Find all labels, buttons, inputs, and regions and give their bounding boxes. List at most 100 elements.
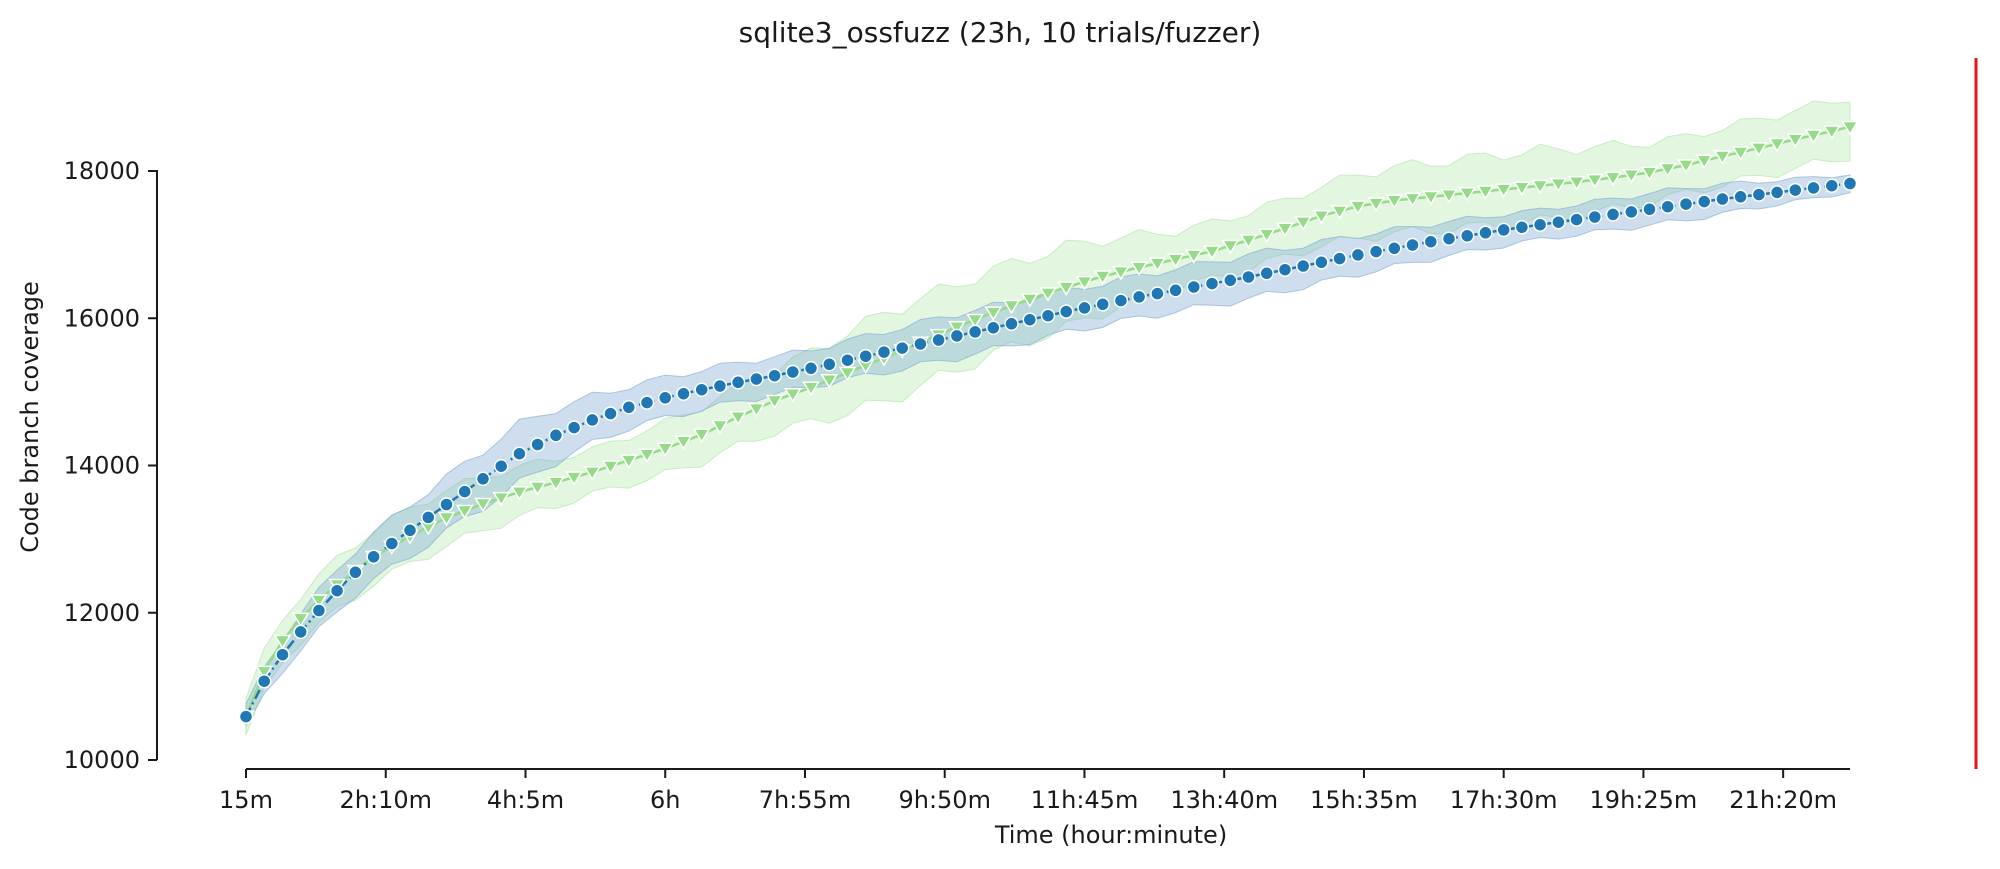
point-series-2 (566, 420, 582, 435)
point-series-1 (1677, 159, 1695, 174)
point-series-2 (402, 523, 418, 538)
point-series-1 (455, 504, 474, 520)
point-series-2 (913, 336, 928, 352)
point-series-1 (1148, 257, 1167, 272)
point-series-1 (1403, 192, 1422, 208)
point-series-1 (656, 442, 675, 458)
point-series-2 (1769, 185, 1785, 200)
point-series-2 (1733, 189, 1748, 205)
point-series-2 (1569, 212, 1584, 227)
point-series-1 (1622, 169, 1641, 184)
x-tick-label: 15m (219, 786, 273, 814)
point-series-2 (1186, 279, 1202, 295)
x-tick-label: 4h:5m (487, 786, 564, 814)
point-series-2 (1040, 308, 1056, 323)
point-series-1 (273, 634, 292, 650)
point-series-2 (1441, 231, 1457, 246)
point-series-2 (1022, 312, 1038, 327)
point-series-1 (1002, 299, 1021, 315)
point-series-2 (585, 412, 600, 428)
point-series-2 (1332, 251, 1347, 266)
series-markers (237, 120, 1859, 726)
point-series-2 (530, 437, 545, 452)
point-series-2 (1642, 202, 1657, 217)
point-series-1 (1458, 187, 1477, 202)
point-series-2 (949, 328, 965, 344)
point-series-2 (603, 406, 618, 421)
point-series-1 (1093, 270, 1112, 285)
point-series-1 (1239, 234, 1258, 249)
point-series-1 (437, 511, 456, 527)
point-series-2 (1605, 207, 1621, 222)
point-series-1 (1057, 281, 1076, 296)
point-series-1 (565, 471, 583, 486)
point-series-2 (384, 536, 400, 551)
point-series-1 (984, 306, 1003, 321)
point-series-1 (1841, 120, 1859, 136)
point-series-2 (621, 400, 637, 415)
point-series-1 (1549, 177, 1568, 193)
point-series-2 (1551, 214, 1566, 230)
point-series-2 (421, 510, 436, 525)
point-series-1 (783, 388, 802, 403)
point-series-1 (1494, 183, 1513, 198)
point-series-2 (712, 378, 728, 394)
point-series-1 (948, 321, 966, 336)
point-series-2 (822, 357, 837, 372)
point-series-2 (238, 709, 254, 724)
x-ticks: 15m 2h:10m 4h:5m 6h 7h:55m 9h:50m 11h:45m 13h:4… (219, 769, 1837, 814)
point-series-1 (1184, 249, 1203, 264)
point-series-1 (1658, 162, 1677, 178)
point-series-2 (1532, 217, 1548, 232)
point-series-1 (1531, 179, 1549, 195)
point-series-2 (1204, 276, 1220, 291)
point-series-1 (1312, 209, 1331, 225)
point-series-2 (1314, 255, 1329, 270)
point-series-2 (1150, 286, 1165, 301)
x-tick-label: 17h:30m (1450, 786, 1558, 814)
point-series-1 (1804, 129, 1823, 144)
point-series-2 (1751, 187, 1767, 202)
point-series-2 (1350, 247, 1366, 263)
point-series-2 (876, 344, 892, 360)
point-series-2 (439, 497, 454, 512)
point-series-2 (1295, 258, 1311, 274)
point-series-2 (749, 371, 764, 387)
point-series-2 (840, 352, 855, 368)
point-series-1 (1440, 188, 1458, 204)
point-series-1 (1476, 185, 1495, 200)
chart-title: sqlite3_ossfuzz (23h, 10 trials/fuzzer) (739, 16, 1262, 49)
point-series-2 (1259, 266, 1274, 281)
y-tick-label: 14000 (64, 452, 140, 480)
point-series-2 (548, 428, 564, 443)
point-series-2 (1077, 300, 1092, 316)
x-tick-label: 9h:50m (898, 786, 990, 814)
point-series-2 (1824, 178, 1840, 193)
point-series-2 (967, 324, 983, 340)
point-series-1 (802, 381, 820, 397)
point-series-2 (1368, 244, 1384, 259)
point-series-2 (894, 340, 910, 356)
point-series-1 (1768, 137, 1786, 153)
point-series-2 (475, 471, 491, 487)
point-series-1 (1822, 125, 1841, 140)
point-series-2 (785, 364, 801, 380)
point-series-1 (1385, 194, 1404, 210)
point-series-2 (767, 368, 782, 383)
point-series-1 (1421, 190, 1440, 206)
point-series-2 (676, 386, 691, 401)
point-series-2 (986, 320, 1001, 336)
point-series-2 (639, 395, 655, 410)
point-series-2 (1678, 196, 1694, 212)
point-series-2 (1131, 289, 1147, 305)
point-series-2 (512, 446, 527, 461)
point-series-1 (255, 665, 274, 681)
confidence-bands (245, 100, 1851, 736)
point-series-1 (966, 313, 984, 329)
x-tick-label: 21h:20m (1729, 786, 1837, 814)
point-series-1 (638, 448, 656, 464)
point-series-1 (1294, 216, 1313, 231)
point-series-2 (256, 673, 272, 689)
point-series-1 (310, 594, 328, 609)
